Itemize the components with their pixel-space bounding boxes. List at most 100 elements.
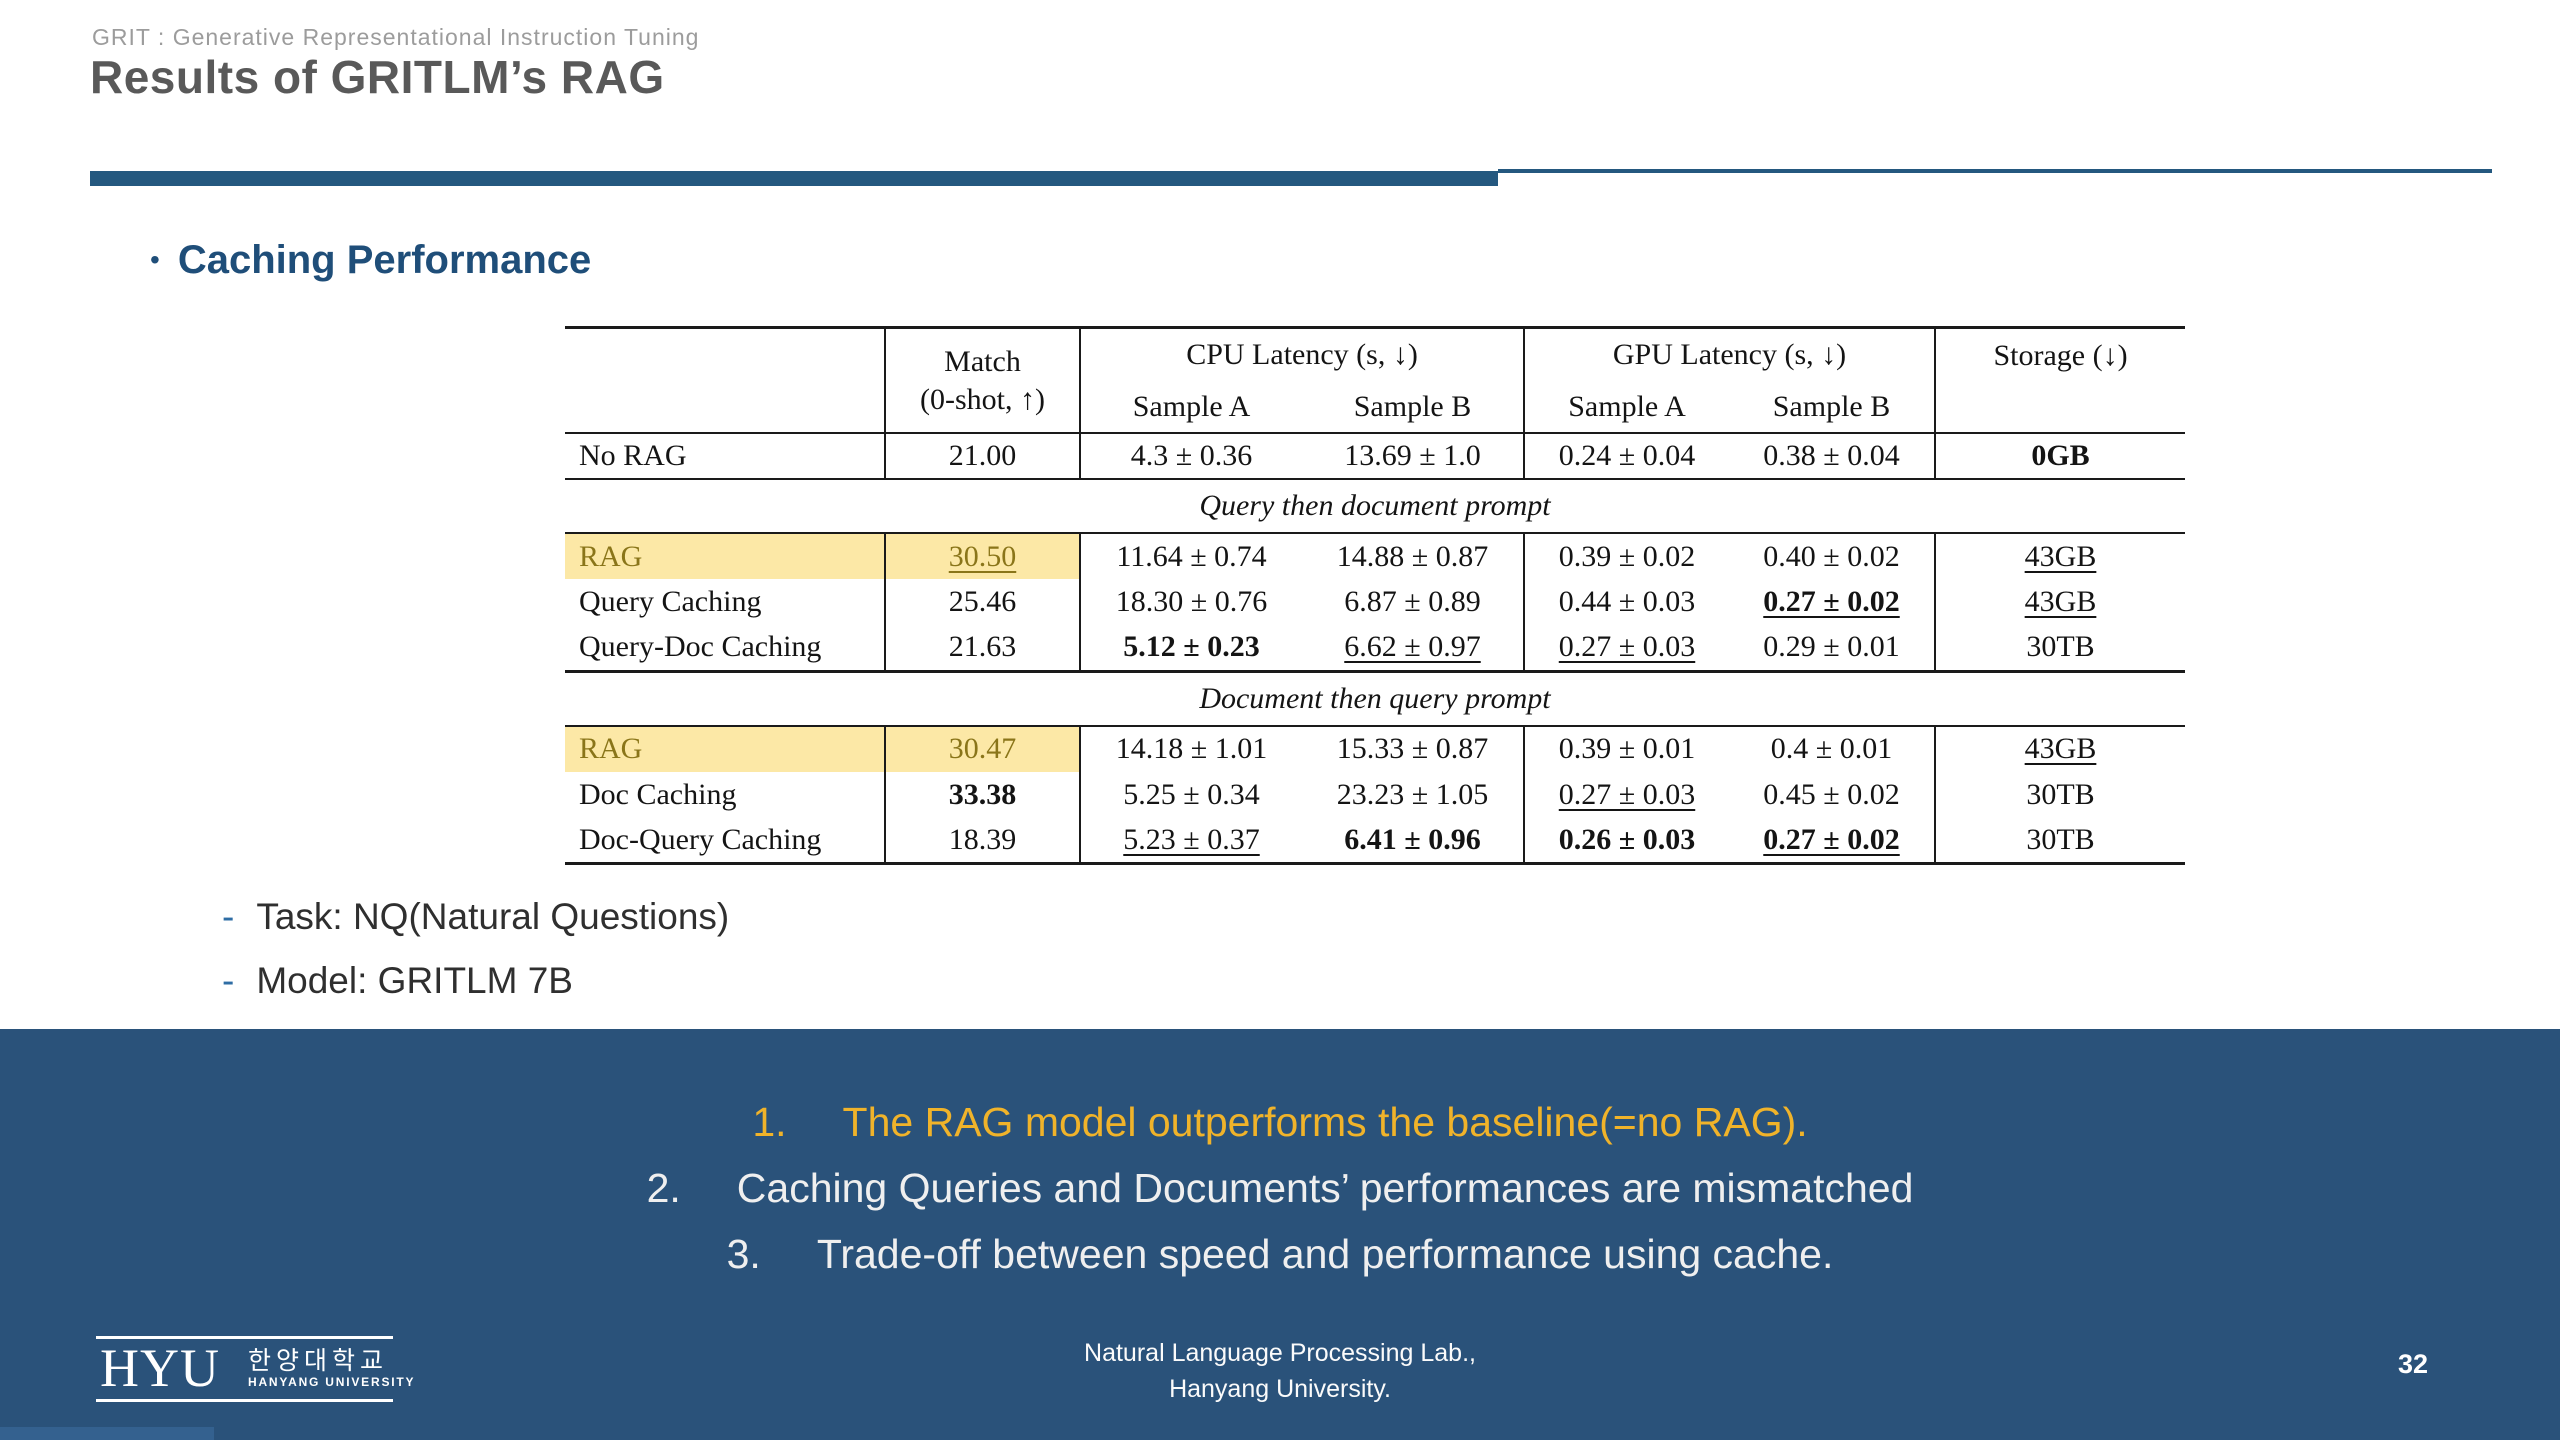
cell-value: 0.44 ± 0.03 <box>1558 585 1696 618</box>
footer-lab-line2: Hanyang University. <box>1169 1375 1391 1403</box>
table-cell: 5.23 ± 0.37 <box>1079 817 1302 864</box>
cell-value: 0.45 ± 0.02 <box>1763 777 1900 811</box>
bottom-accent-strip <box>0 1427 214 1440</box>
table-cell: 21.63 <box>884 625 1080 673</box>
cell-value: 0GB <box>2031 439 2090 472</box>
dash-marker: - <box>222 960 235 1001</box>
table-row: Query Caching 25.46 18.30 ± 0.76 6.87 ± 0.8… <box>565 579 2185 625</box>
row-label: No RAG <box>565 433 885 480</box>
note-text: The RAG model outperforms the baseline(=… <box>842 1099 1808 1145</box>
table-row: Doc Caching 33.38 5.25 ± 0.34 23.23 ± 1.05 0… <box>565 771 2185 818</box>
table-cell: 30TB <box>1934 625 2185 673</box>
table-cell: 21.00 <box>884 433 1080 480</box>
cell-value: 30.47 <box>948 732 1017 765</box>
table-cell: 5.25 ± 0.34 <box>1079 771 1302 818</box>
table-row: Query-Doc Caching 21.63 5.12 ± 0.23 6.62 ± … <box>565 625 2185 673</box>
table-cell: 15.33 ± 0.87 <box>1302 726 1524 772</box>
table-row: Doc-Query Caching 18.39 5.23 ± 0.37 6.41 ± … <box>565 817 2185 864</box>
table-cell: 25.46 <box>884 579 1080 625</box>
table-cell: 0.39 ± 0.01 <box>1523 725 1729 772</box>
page-number: 32 <box>2398 1349 2429 1379</box>
cell-value: 18.30 ± 0.76 <box>1115 585 1268 618</box>
detail-task-text: Task: NQ(Natural Questions) <box>256 896 730 937</box>
cell-value: 0.39 ± 0.02 <box>1558 539 1696 573</box>
table-cell: 30TB <box>1934 817 2185 864</box>
table-section-title-row: Document then query prompt <box>565 671 2185 727</box>
eyebrow-text: GRIT : Generative Representational Instr… <box>92 24 700 50</box>
caching-performance-table: Match (0-shot, ↑) CPU Latency (s, ↓) GPU… <box>565 326 2185 865</box>
row-label: Doc-Query Caching <box>579 822 822 856</box>
cell-value: 43GB <box>2024 585 2097 618</box>
table-cell: 0.27 ± 0.02 <box>1729 579 1935 625</box>
logo-english-name: HANYANG UNIVERSITY <box>248 1375 416 1389</box>
cell-value: 6.87 ± 0.89 <box>1344 585 1481 618</box>
title-underline-line <box>1498 169 2492 173</box>
detail-model-text: Model: GRITLM 7B <box>256 960 573 1001</box>
cell-value: 5.12 ± 0.23 <box>1123 630 1260 664</box>
table-cell: 0.4 ± 0.01 <box>1729 726 1935 772</box>
table-cell: 0.27 ± 0.03 <box>1523 771 1729 818</box>
col-header-storage: Storage (↓) <box>1934 327 2185 434</box>
table-cell: 6.62 ± 0.97 <box>1302 625 1524 673</box>
cell-value: 4.3 ± 0.36 <box>1130 439 1253 472</box>
table-row: RAG 30.50 11.64 ± 0.74 14.88 ± 0.87 0.39 ± 0… <box>565 533 2185 579</box>
cell-value: 0.4 ± 0.01 <box>1770 732 1893 765</box>
table-cell: 43GB <box>1934 579 2185 625</box>
logo-korean-name: 한양대학교 <box>248 1347 389 1375</box>
logo-text-block: 한양대학교 HANYANG UNIVERSITY <box>248 1347 415 1389</box>
match-label: Match <box>944 345 1021 378</box>
summary-notes: 1. The RAG model outperforms the baselin… <box>0 1029 2560 1283</box>
subheader-cpu-sample-a: Sample A <box>1079 380 1302 434</box>
table-cell: 0.24 ± 0.04 <box>1523 433 1729 480</box>
footer-lab-line1: Natural Language Processing Lab., <box>1084 1339 1476 1367</box>
note-number: 1. <box>752 1099 787 1145</box>
cell-value: 23.23 ± 1.05 <box>1336 777 1489 811</box>
cell-value: 30TB <box>2026 822 2095 856</box>
note-number: 2. <box>646 1165 681 1211</box>
cell-value: 0.29 ± 0.01 <box>1763 630 1900 664</box>
table-cell: 6.87 ± 0.89 <box>1302 579 1524 625</box>
table-cell: 18.39 <box>884 817 1080 864</box>
table-section-title-row: Query then document prompt <box>565 479 2185 534</box>
cell-value: 21.63 <box>948 630 1017 664</box>
table-cell: 5.12 ± 0.23 <box>1079 625 1302 673</box>
table-cell: 4.3 ± 0.36 <box>1079 433 1302 480</box>
subheader-gpu-sample-a: Sample A <box>1523 380 1729 434</box>
table-cell: 11.64 ± 0.74 <box>1079 533 1302 579</box>
cell-value: 30TB <box>2026 630 2095 664</box>
col-header-match: Match (0-shot, ↑) <box>884 327 1080 434</box>
table-cell: 23.23 ± 1.05 <box>1302 772 1524 818</box>
cell-value: 13.69 ± 1.0 <box>1344 439 1481 472</box>
table-cell: 30TB <box>1934 771 2185 818</box>
results-table-body: No RAG 21.00 4.3 ± 0.36 13.69 ± 1.0 0.24 ± 0… <box>565 433 2185 864</box>
cell-value: 43GB <box>2024 732 2097 765</box>
match-sublabel: (0-shot, ↑) <box>920 382 1045 416</box>
cell-value: 0.27 ± 0.03 <box>1558 777 1696 811</box>
table-subheader-row: Sample A Sample B Sample A Sample B <box>565 380 2185 434</box>
table-cell: 0.26 ± 0.03 <box>1523 817 1729 864</box>
row-label: Doc Caching <box>579 777 737 811</box>
note-number: 3. <box>726 1231 761 1277</box>
cell-value: 21.00 <box>948 439 1017 472</box>
cell-value: 0.39 ± 0.01 <box>1558 732 1696 765</box>
row-label: Query Caching <box>579 585 762 618</box>
cell-value: 14.18 ± 1.01 <box>1115 732 1268 765</box>
cell-value: 0.27 ± 0.03 <box>1558 630 1696 664</box>
table-cell: 43GB <box>1934 725 2185 772</box>
cell-value: 30TB <box>2026 777 2095 811</box>
cell-value: 25.46 <box>948 585 1017 618</box>
section-heading-label: Caching Performance <box>177 237 592 282</box>
table-cell: 0.39 ± 0.02 <box>1523 533 1729 579</box>
corner-cell <box>565 327 885 434</box>
table-cell: 30.47 <box>884 725 1080 772</box>
table-cell: 0.27 ± 0.02 <box>1729 818 1935 864</box>
cell-value: 5.23 ± 0.37 <box>1123 822 1260 856</box>
cell-value: 0.27 ± 0.02 <box>1763 822 1900 856</box>
dash-marker: - <box>222 896 235 937</box>
cell-value: 43GB <box>2024 539 2097 573</box>
col-header-cpu-latency: CPU Latency (s, ↓) <box>1079 327 1524 381</box>
table-cell: 14.88 ± 0.87 <box>1302 533 1524 579</box>
cell-value: 0.24 ± 0.04 <box>1558 439 1696 472</box>
university-logo: HYU 한양대학교 HANYANG UNIVERSITY <box>96 1336 414 1402</box>
